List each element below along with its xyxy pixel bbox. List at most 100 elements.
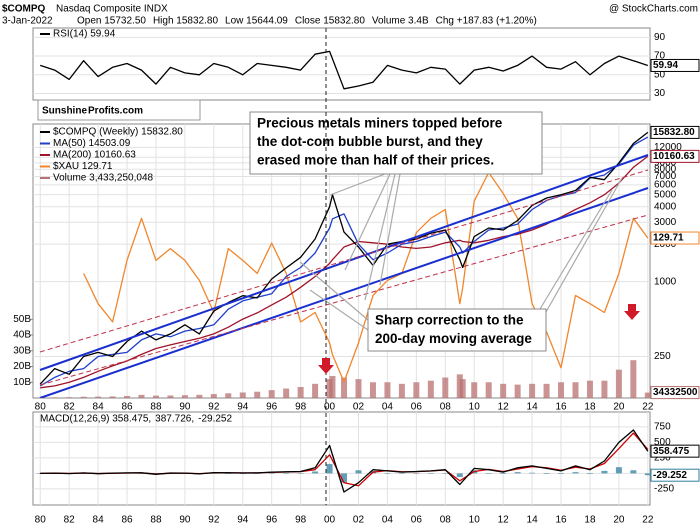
x-tick-label: 98: [295, 515, 307, 526]
last-value-label: 10160.63: [653, 151, 695, 162]
bar: [341, 473, 348, 483]
legend-entry: MA(200) 10160.63: [53, 150, 136, 161]
y2-tick-label: 30B: [13, 345, 31, 356]
bar: [225, 473, 232, 474]
last-value-box: [650, 125, 700, 139]
bar: [558, 382, 565, 398]
bar: [500, 383, 507, 398]
annotation-box: [367, 308, 547, 352]
bar: [615, 369, 622, 398]
last-value-label: 129.71: [653, 233, 684, 244]
x-tick-label: 22: [642, 515, 654, 526]
bar: [225, 393, 232, 398]
last-value-box: [650, 468, 700, 482]
callout-line: [309, 289, 369, 331]
logo-part: Sunshine: [42, 106, 87, 117]
x-tick-label: 10: [469, 402, 481, 413]
plot-area: [33, 412, 650, 505]
bar: [630, 470, 637, 474]
arrow: [318, 358, 334, 374]
x-tick-label: 88: [150, 402, 162, 413]
bar: [398, 473, 405, 474]
annotation-text: erased more than half of their prices.: [257, 153, 494, 168]
markers: [318, 28, 640, 505]
x-tick-label: 14: [527, 402, 539, 413]
bar: [514, 384, 521, 398]
bar: [630, 360, 637, 398]
x-tick-label: 98: [295, 402, 307, 413]
series-line: [40, 155, 649, 389]
bar: [124, 395, 131, 398]
bar: [239, 392, 246, 398]
annotation-text: Precious metals miners topped before: [257, 116, 503, 131]
y-tick-label: 3000: [654, 217, 677, 228]
y-tick-label: 30: [654, 88, 666, 99]
logo-part: Profits.com: [88, 106, 143, 117]
callout-line: [379, 173, 401, 286]
y-tick-label: 4000: [654, 201, 677, 212]
x-tick-label: 92: [208, 402, 220, 413]
legend-entry: 387.726,: [155, 414, 194, 425]
x-tick-label: 84: [93, 402, 105, 413]
y-tick-label: 6000: [654, 179, 677, 190]
x-tick-label: 06: [411, 515, 423, 526]
index-name: Nasdaq Composite INDX: [56, 4, 168, 15]
y-tick-label: 5000: [654, 189, 677, 200]
y2-tick-label: 40B: [13, 330, 31, 341]
y-tick-label: -250: [654, 484, 674, 495]
quote-item: Volume 3.4B: [372, 16, 429, 27]
x-tick-label: 00: [324, 515, 336, 526]
x-tick-label: 86: [121, 402, 133, 413]
bar: [268, 473, 275, 474]
last-value-label: 358.475: [653, 446, 690, 457]
x-tick-label: 18: [584, 515, 596, 526]
bar: [355, 379, 362, 398]
x-tick-label: 94: [237, 402, 249, 413]
x-tick-label: 80: [35, 402, 47, 413]
x-tick-label: 00: [324, 402, 336, 413]
bar: [95, 396, 102, 398]
x-tick-label: 04: [382, 515, 394, 526]
bar: [586, 473, 593, 474]
bar: [398, 383, 405, 398]
x-tick-label: 96: [266, 402, 278, 413]
source: @ StockCharts.com: [609, 4, 698, 15]
bar: [297, 473, 304, 474]
series-line: [83, 171, 649, 383]
x-tick-label: 12: [498, 515, 510, 526]
y-tick-label: 7000: [654, 171, 677, 182]
bar: [254, 391, 261, 398]
bar: [384, 473, 391, 474]
x-tick-label: 02: [353, 402, 365, 413]
bar: [138, 394, 145, 398]
x-tick-label: 82: [64, 515, 76, 526]
legend-entry: $COMPQ (Weekly) 15832.80: [53, 127, 183, 138]
quote-item: Close 15832.80: [295, 16, 365, 27]
bar: [384, 382, 391, 398]
y2-tick-label: 10B: [13, 377, 31, 388]
panel: [32, 27, 651, 101]
bar: [369, 382, 376, 398]
bar: [329, 375, 336, 398]
last-value-label: 34332500: [653, 387, 698, 398]
x-tick-label: 90: [179, 402, 191, 413]
x-tick-label: 08: [440, 515, 452, 526]
bar: [51, 397, 58, 398]
bar: [514, 472, 521, 474]
bar: [312, 383, 319, 398]
bar: [283, 473, 290, 474]
legend-entry: Volume 3,433,250,048: [53, 173, 154, 184]
quote-item: Chg +187.83 (+1.20%): [436, 16, 537, 27]
x-tick-label: 90: [179, 515, 191, 526]
y2-tick-label: 50B: [13, 314, 31, 325]
bar: [615, 467, 622, 474]
y-tick-label: 70: [654, 51, 666, 62]
legend-entry: MA(50) 14503.09: [53, 138, 131, 149]
bar: [326, 464, 333, 474]
bar: [558, 473, 565, 474]
y-tick-label: 90: [654, 32, 666, 43]
x-tick-label: 84: [93, 515, 105, 526]
x-tick-label: 04: [382, 402, 394, 413]
x-tick-label: 10: [469, 515, 481, 526]
